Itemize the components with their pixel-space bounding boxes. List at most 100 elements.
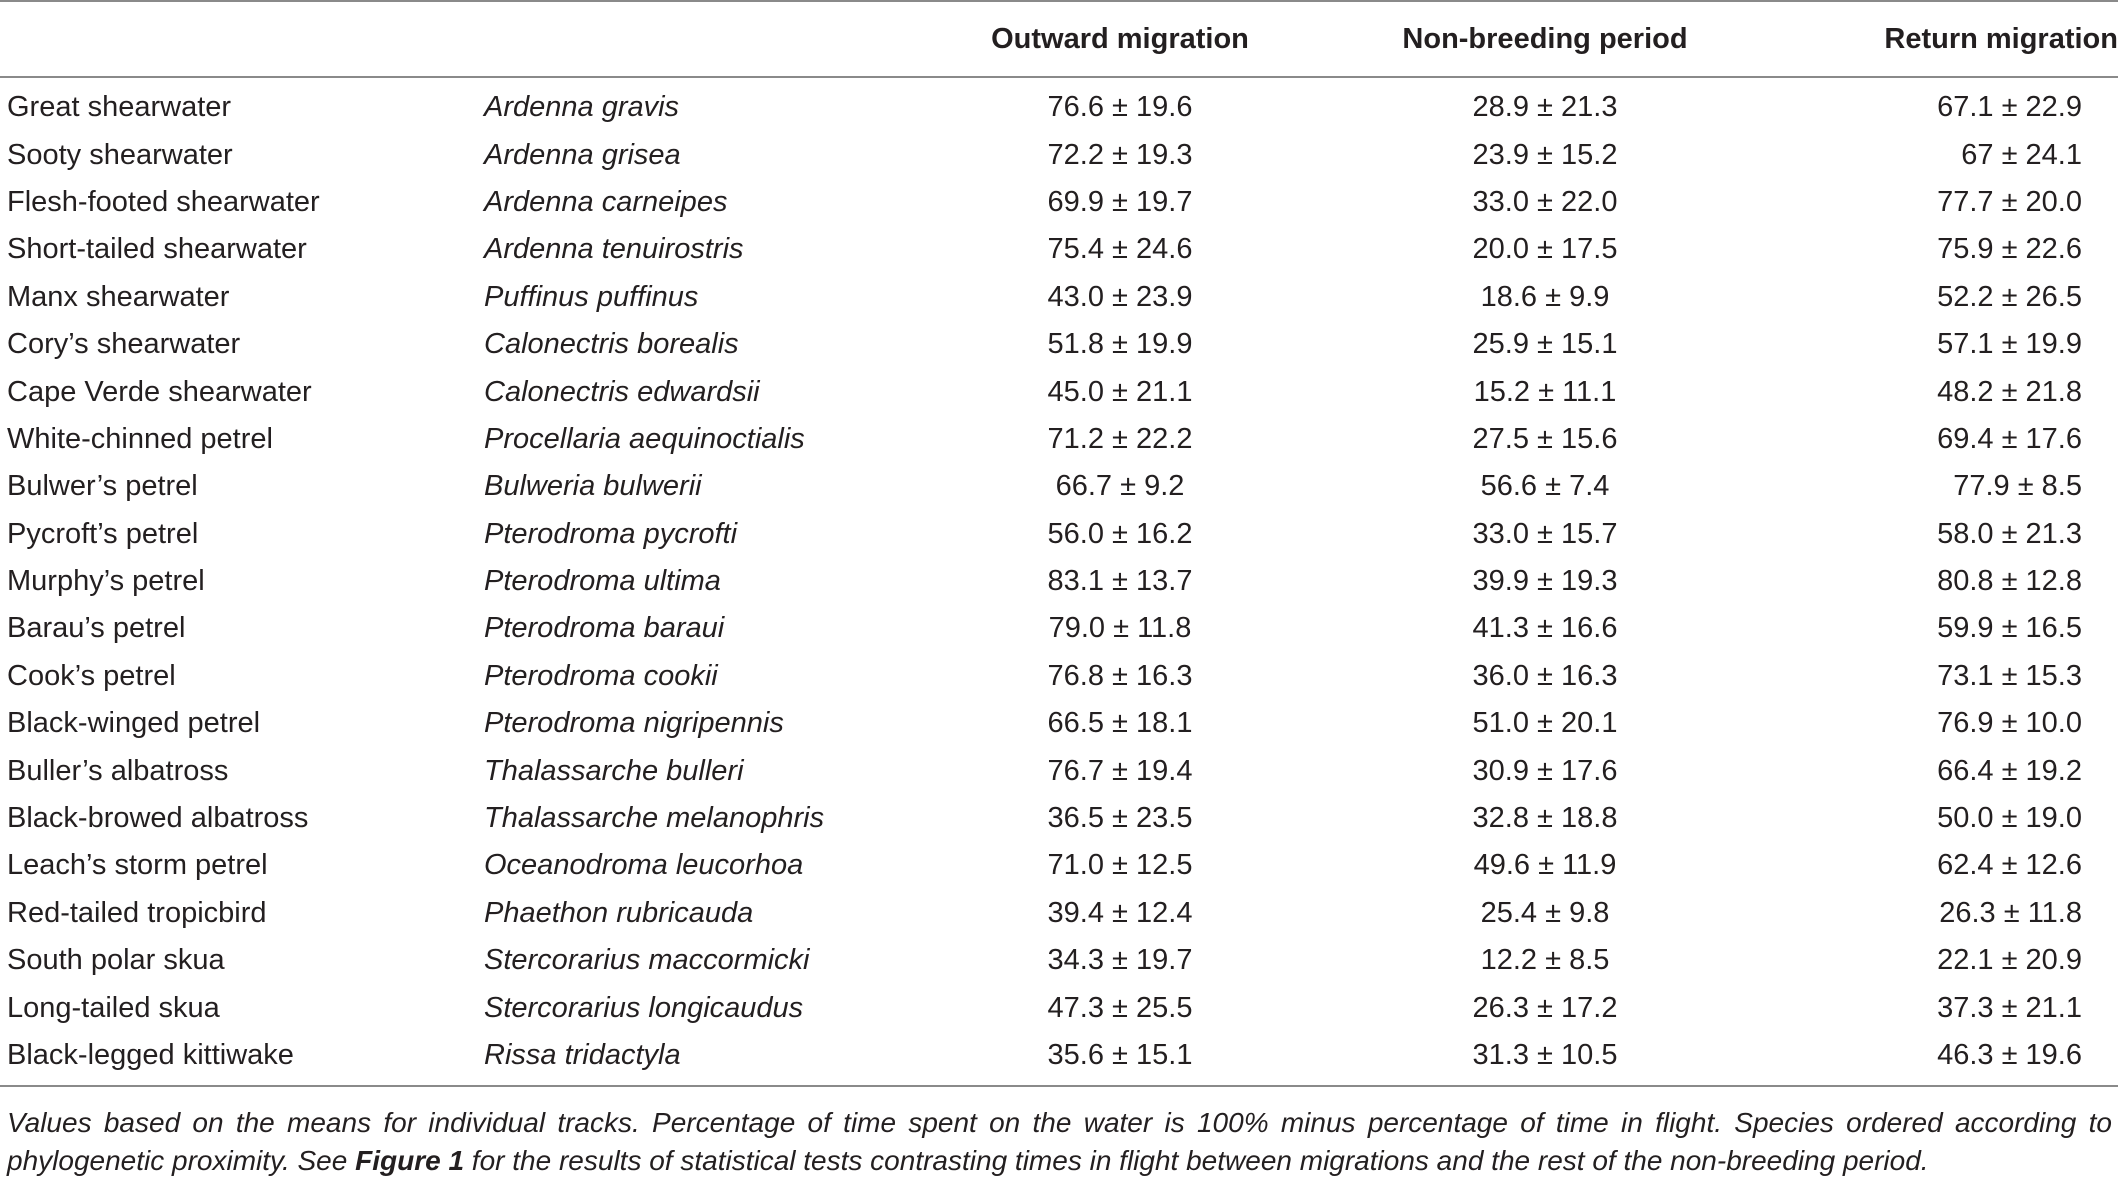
cell-common-name: Sooty shearwater (7, 138, 233, 171)
cell-non-breeding-period: 18.6 ± 9.9 (1480, 280, 1610, 313)
cell-outward-migration: 36.5 ± 23.5 (1047, 802, 1193, 835)
cell-non-breeding-period: 27.5 ± 15.6 (1472, 422, 1618, 455)
cell-return-migration: 26.3 ± 11.8 (1939, 896, 2082, 929)
table-row: Short-tailed shearwater Ardenna tenuirost… (0, 226, 2118, 273)
cell-common-name: Cory’s shearwater (7, 328, 241, 361)
cell-return-migration: 50.0 ± 19.0 (1937, 802, 2082, 835)
cell-outward-migration: 56.0 ± 16.2 (1047, 517, 1193, 550)
cell-common-name: Great shearwater (7, 91, 232, 124)
cell-common-name: South polar skua (7, 944, 225, 977)
table-row: Cory’s shearwater Calonectris borealis 51.… (0, 321, 2118, 368)
cell-non-breeding-period: 41.3 ± 16.6 (1472, 612, 1618, 645)
header-non-breeding-period: Non-breeding period (1320, 0, 1770, 78)
cell-scientific-name: Stercorarius longicaudus (484, 991, 804, 1024)
cell-return-migration: 46.3 ± 19.6 (1770, 1031, 2118, 1088)
cell-non-breeding-period: 12.2 ± 8.5 (1480, 944, 1610, 977)
cell-outward-migration: 47.3 ± 25.5 (1047, 991, 1193, 1024)
cell-return-migration: 62.4 ± 12.6 (1937, 849, 2082, 882)
cell-outward-migration: 34.3 ± 19.7 (1047, 944, 1193, 977)
cell-scientific-name: Ardenna gravis (484, 91, 680, 124)
cell-non-breeding-period: 33.0 ± 15.7 (1472, 517, 1618, 550)
cell-return-migration: 80.8 ± 12.8 (1937, 565, 2082, 598)
figure-reference-link[interactable]: Figure 1 (355, 1145, 465, 1176)
data-table-container: Outward migration Non-breeding period Re… (0, 0, 2118, 1088)
header-scientific-name (480, 0, 920, 78)
cell-scientific-name: Thalassarche bulleri (484, 754, 744, 787)
cell-outward-migration: 75.4 ± 24.6 (1047, 233, 1193, 266)
table-row: White-chinned petrel Procellaria aequinoc… (0, 416, 2118, 463)
cell-scientific-name: Stercorarius maccormicki (484, 944, 810, 977)
table-row: Sooty shearwater Ardenna grisea 72.2 ± 19.… (0, 131, 2118, 178)
cell-scientific-name: Ardenna tenuirostris (484, 233, 744, 266)
cell-return-migration: 59.9 ± 16.5 (1937, 612, 2082, 645)
table-row: Great shearwater Ardenna gravis 76.6 ± 19.… (0, 77, 2118, 131)
table-row: Manx shearwater Puffinus puffinus 43.0 ± 2… (0, 274, 2118, 321)
table-row: Black-browed albatross Thalassarche melan… (0, 795, 2118, 842)
cell-non-breeding-period: 20.0 ± 17.5 (1472, 233, 1618, 266)
cell-non-breeding-period: 28.9 ± 21.3 (1472, 91, 1618, 124)
cell-common-name: Red-tailed tropicbird (7, 896, 267, 929)
cell-outward-migration: 39.4 ± 12.4 (1047, 896, 1193, 929)
cell-non-breeding-period: 39.9 ± 19.3 (1472, 565, 1618, 598)
table-row: Black-legged kittiwake Rissa tridactyla 35… (0, 1031, 2118, 1088)
table-row: Bulwer’s petrel Bulweria bulwerii 66.7 ± 9… (0, 463, 2118, 510)
cell-outward-migration: 43.0 ± 23.9 (1047, 280, 1193, 313)
cell-outward-migration: 71.0 ± 12.5 (1047, 849, 1193, 882)
table-row: Murphy’s petrel Pterodroma ultima 83.1 ± 1… (0, 558, 2118, 605)
table-row: Buller’s albatross Thalassarche bulleri 76… (0, 747, 2118, 794)
cell-return-migration: 48.2 ± 21.8 (1937, 375, 2082, 408)
flight-time-table: Outward migration Non-breeding period Re… (0, 0, 2118, 1088)
cell-common-name: Manx shearwater (7, 280, 230, 313)
table-row: Barau’s petrel Pterodroma baraui 79.0 ± 11… (0, 605, 2118, 652)
table-row: Black-winged petrel Pterodroma nigripenni… (0, 700, 2118, 747)
cell-outward-migration: 66.7 ± 9.2 (1055, 470, 1185, 503)
cell-scientific-name: Pterodroma cookii (484, 659, 718, 692)
cell-scientific-name: Bulweria bulwerii (484, 470, 702, 503)
cell-common-name: Black-winged petrel (7, 707, 261, 740)
table-body: Great shearwater Ardenna gravis 76.6 ± 19.… (0, 77, 2118, 1088)
header-outward-migration: Outward migration (920, 0, 1320, 78)
cell-outward-migration: 76.8 ± 16.3 (1047, 659, 1193, 692)
cell-return-migration: 52.2 ± 26.5 (1937, 280, 2082, 313)
cell-scientific-name: Calonectris borealis (484, 328, 739, 361)
cell-outward-migration: 45.0 ± 21.1 (1047, 375, 1193, 408)
cell-return-migration: 37.3 ± 21.1 (1937, 991, 2082, 1024)
cell-scientific-name: Calonectris edwardsii (484, 375, 760, 408)
cell-outward-migration: 66.5 ± 18.1 (1047, 707, 1193, 740)
cell-common-name: Murphy’s petrel (7, 565, 205, 598)
cell-common-name: Long-tailed skua (7, 991, 220, 1024)
cell-scientific-name: Rissa tridactyla (480, 1031, 920, 1088)
cell-scientific-name: Oceanodroma leucorhoa (484, 849, 804, 882)
cell-non-breeding-period: 32.8 ± 18.8 (1472, 802, 1618, 835)
cell-scientific-name: Ardenna grisea (484, 138, 681, 171)
cell-scientific-name: Pterodroma nigripennis (484, 707, 784, 740)
cell-return-migration: 66.4 ± 19.2 (1937, 754, 2082, 787)
table-row: Cape Verde shearwater Calonectris edwards… (0, 368, 2118, 415)
cell-non-breeding-period: 25.4 ± 9.8 (1480, 896, 1610, 929)
cell-common-name: Buller’s albatross (7, 754, 229, 787)
cell-scientific-name: Procellaria aequinoctialis (484, 422, 805, 455)
cell-outward-migration: 69.9 ± 19.7 (1047, 185, 1193, 218)
cell-common-name: White-chinned petrel (7, 422, 273, 455)
cell-scientific-name: Ardenna carneipes (484, 185, 728, 218)
cell-non-breeding-period: 31.3 ± 10.5 (1320, 1031, 1770, 1088)
cell-non-breeding-period: 33.0 ± 22.0 (1472, 185, 1618, 218)
table-row: Pycroft’s petrel Pterodroma pycrofti 56.0 … (0, 511, 2118, 558)
table-row: Leach’s storm petrel Oceanodroma leucorho… (0, 842, 2118, 889)
footnote-text-part2: for the results of statistical tests con… (464, 1145, 1929, 1176)
cell-return-migration: 77.9 ± 8.5 (1953, 470, 2082, 503)
cell-common-name: Short-tailed shearwater (7, 233, 307, 266)
cell-return-migration: 77.7 ± 20.0 (1937, 185, 2082, 218)
cell-common-name: Flesh-footed shearwater (7, 185, 320, 218)
cell-return-migration: 67 ± 24.1 (1961, 138, 2082, 171)
cell-non-breeding-period: 51.0 ± 20.1 (1472, 707, 1618, 740)
table-footnote: Values based on the means for individual… (7, 1104, 2112, 1180)
cell-outward-migration: 76.6 ± 19.6 (1047, 91, 1193, 124)
cell-non-breeding-period: 25.9 ± 15.1 (1472, 328, 1618, 361)
cell-scientific-name: Thalassarche melanophris (484, 802, 825, 835)
cell-return-migration: 67.1 ± 22.9 (1937, 91, 2082, 124)
cell-scientific-name: Phaethon rubricauda (484, 896, 754, 929)
cell-outward-migration: 71.2 ± 22.2 (1047, 422, 1193, 455)
cell-common-name: Black-browed albatross (7, 802, 309, 835)
cell-scientific-name: Puffinus puffinus (484, 280, 699, 313)
